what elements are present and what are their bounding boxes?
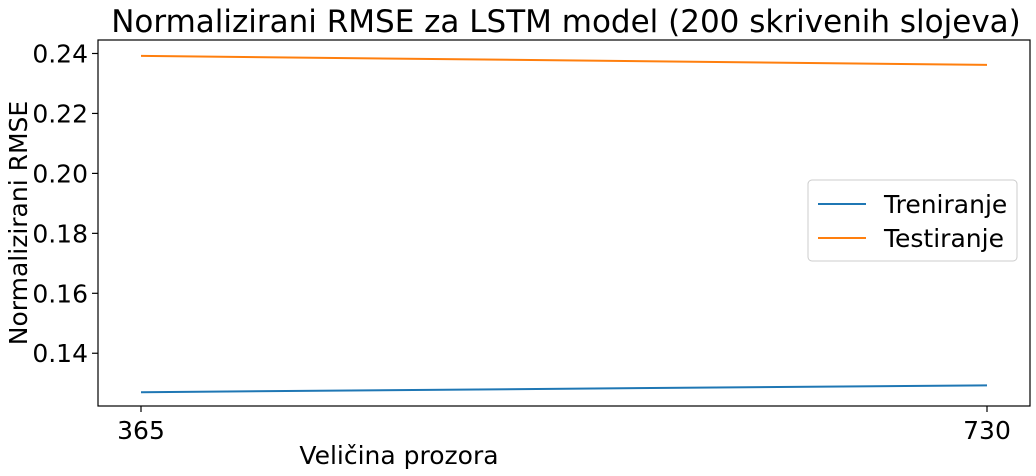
legend-label: Testiranje xyxy=(883,224,1004,253)
x-tick-label: 730 xyxy=(963,416,1011,445)
y-tick-label: 0.18 xyxy=(32,219,88,248)
y-tick-label: 0.24 xyxy=(32,39,88,68)
y-axis: 0.14 0.16 0.18 0.20 0.22 0.24 xyxy=(32,39,98,368)
legend-box xyxy=(807,179,1018,262)
chart-title: Normalizirani RMSE za LSTM model (200 sk… xyxy=(111,4,1021,40)
series-lines xyxy=(140,54,988,394)
series-line-treniranje xyxy=(140,384,988,394)
x-axis-label: Veličina prozora xyxy=(299,441,498,470)
x-tick-label: 365 xyxy=(117,416,165,445)
y-tick-label: 0.14 xyxy=(32,339,88,368)
plot-area xyxy=(97,39,1031,407)
legend: Treniranje Testiranje xyxy=(807,179,1018,262)
y-tick-label: 0.16 xyxy=(32,279,88,308)
legend-label: Treniranje xyxy=(883,190,1007,219)
series-line-testiranje xyxy=(140,54,988,66)
y-axis-label: Normalizirani RMSE xyxy=(4,101,33,345)
x-axis: 365 730 xyxy=(117,406,1011,445)
y-tick-label: 0.22 xyxy=(32,99,88,128)
plot-frame xyxy=(97,39,1031,407)
y-tick-label: 0.20 xyxy=(32,159,88,188)
